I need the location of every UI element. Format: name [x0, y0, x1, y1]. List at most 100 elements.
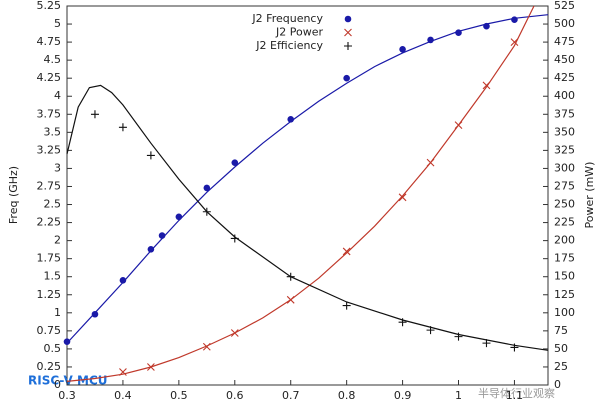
y-tick-label: 0: [54, 378, 61, 391]
point: [342, 247, 351, 256]
y-tick-label: 3.25: [37, 143, 62, 156]
y2-tick-label: 0: [554, 378, 561, 391]
x-tick-label: 0.3: [58, 389, 76, 400]
x-tick-label: 1.1: [506, 389, 524, 400]
point: [510, 38, 519, 46]
point: [90, 110, 99, 119]
point: [203, 184, 211, 192]
legend-marker: [344, 15, 352, 23]
point: [454, 332, 463, 341]
y2-tick-label: 325: [554, 143, 575, 156]
point: [147, 363, 155, 371]
point: [483, 22, 490, 30]
point: [342, 301, 351, 310]
x-tick-label: 0.4: [114, 389, 132, 400]
y2-tick-label: 375: [554, 107, 575, 120]
point: [118, 123, 127, 132]
watermark: RISC-V MCU: [28, 374, 108, 388]
point: [175, 213, 183, 221]
y-tick-label: 4: [54, 89, 61, 102]
watermark: 半导体行业观察: [478, 386, 555, 400]
fit-line: [66, 14, 549, 344]
y2-tick-label: 300: [554, 161, 575, 174]
y-tick-label: 0.75: [37, 324, 62, 337]
y-tick-label: 4.25: [37, 71, 62, 84]
y-tick-label: 1.25: [37, 288, 62, 301]
y-tick-label: 2.75: [37, 179, 62, 192]
y2-tick-label: 425: [554, 71, 575, 84]
point: [158, 232, 166, 239]
y-tick-label: 4.75: [37, 35, 62, 48]
x-tick-label: 0.9: [394, 389, 412, 400]
point: [454, 121, 463, 130]
y2-tick-label: 125: [554, 288, 575, 301]
point: [231, 159, 239, 166]
x-tick-label: 1: [455, 389, 462, 400]
point: [202, 207, 211, 216]
legend-marker: [344, 28, 352, 37]
y-tick-label: 2.25: [37, 216, 62, 229]
point: [482, 339, 491, 348]
point: [63, 338, 71, 345]
point: [399, 46, 406, 53]
point: [482, 81, 491, 90]
legend-label: J2 Power: [275, 26, 323, 39]
legend-label: J2 Efficiency: [255, 39, 323, 52]
y2-tick-label: 75: [554, 324, 568, 337]
y2-tick-label: 450: [554, 53, 575, 66]
y-tick-label: 3: [54, 161, 61, 174]
point: [91, 310, 99, 318]
x-tick-label: 0.8: [338, 389, 356, 400]
y2-tick-label: 500: [554, 17, 575, 30]
y2-tick-label: 475: [554, 35, 575, 48]
point: [230, 234, 239, 243]
y-tick-label: 1.5: [44, 270, 62, 283]
y-tick-label: 1: [54, 306, 61, 319]
y2-tick-label: 200: [554, 234, 575, 247]
y-tick-label: 4.5: [44, 53, 62, 66]
y-tick-label: 1.75: [37, 252, 62, 265]
point: [398, 318, 407, 327]
x-tick-label: 0.7: [282, 389, 300, 400]
y-tick-label: 5.25: [37, 0, 62, 12]
point: [230, 329, 239, 337]
point: [119, 368, 127, 376]
y2-tick-label: 150: [554, 270, 575, 283]
y-tick-label: 5: [54, 17, 61, 30]
point: [511, 16, 518, 24]
point: [286, 295, 295, 304]
y-tick-label: 2: [54, 234, 61, 247]
x-tick-label: 0.5: [170, 389, 188, 400]
y-tick-label: 3.5: [44, 125, 62, 138]
point: [455, 29, 462, 37]
point: [119, 277, 127, 284]
y-tick-label: 0.5: [44, 342, 62, 355]
fit-line: [66, 84, 549, 351]
y-axis-label: Freq (GHz): [7, 166, 20, 224]
y2-tick-label: 25: [554, 360, 568, 373]
point: [426, 158, 435, 167]
point: [398, 193, 407, 202]
point: [510, 343, 519, 352]
legend-marker: [344, 42, 352, 50]
point: [147, 245, 155, 253]
point: [146, 151, 155, 160]
point: [343, 74, 350, 82]
point: [426, 326, 435, 335]
y2-axis-label: Power (mW): [583, 162, 596, 229]
y2-tick-label: 175: [554, 252, 575, 265]
y2-tick-label: 525: [554, 0, 575, 12]
y2-tick-label: 400: [554, 89, 575, 102]
y-tick-label: 2.5: [44, 198, 62, 211]
y2-tick-label: 100: [554, 306, 575, 319]
y-tick-label: 3.75: [37, 107, 62, 120]
y2-tick-label: 225: [554, 216, 575, 229]
point: [287, 116, 295, 123]
x-tick-label: 0.6: [226, 389, 244, 400]
fit-line: [66, 5, 535, 382]
y-tick-label: 0.25: [37, 360, 62, 373]
y2-tick-label: 250: [554, 198, 575, 211]
point: [427, 36, 434, 44]
y2-tick-label: 50: [554, 342, 568, 355]
